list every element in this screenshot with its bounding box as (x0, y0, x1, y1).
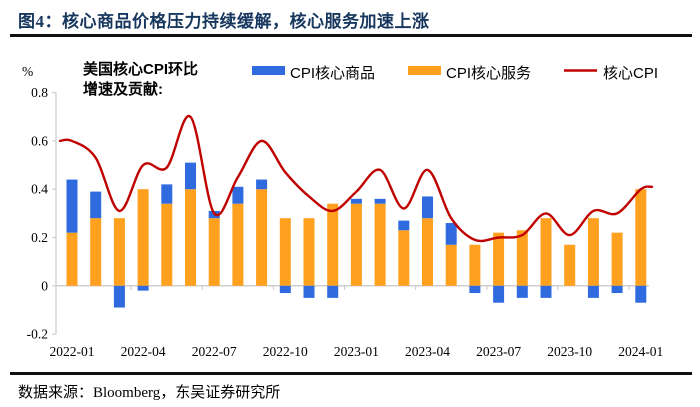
chart-note-line1: 美国核心CPI环比 (83, 60, 198, 78)
bar-core-goods (161, 184, 173, 204)
bar-core-services (113, 218, 125, 286)
bar-core-services (137, 189, 149, 286)
bar-core-services (350, 203, 362, 286)
bar-core-goods (587, 285, 599, 298)
x-tick-label: 2022-07 (192, 344, 237, 359)
legend-label-core-services: CPI核心服务 (446, 65, 531, 82)
legend-label-core-cpi: 核心CPI (603, 65, 658, 82)
bar-core-services (303, 218, 315, 286)
bar-core-goods (445, 223, 457, 245)
bar-core-goods (66, 179, 78, 233)
core-cpi-line (58, 115, 654, 243)
bar-core-goods (256, 179, 268, 190)
bar-core-services (279, 218, 291, 286)
x-tick-label: 2022-04 (121, 344, 166, 359)
bar-core-goods (516, 285, 528, 298)
legend-swatch-core-goods (252, 66, 285, 75)
bar-core-services (422, 218, 433, 286)
bar-core-goods (611, 285, 623, 294)
bar-core-services (327, 203, 339, 286)
y-tick-label: 0.6 (31, 133, 48, 148)
bar-core-goods (113, 285, 125, 308)
x-tick-label: 2023-01 (334, 344, 379, 359)
bar-core-goods (232, 186, 244, 204)
y-tick-label: 0 (41, 278, 48, 293)
bar-core-goods (303, 285, 315, 298)
bar-core-services (564, 244, 576, 286)
bottom-divider (10, 372, 692, 375)
bar-core-goods (540, 285, 552, 298)
bar-core-services (587, 218, 599, 286)
bar-core-services (445, 244, 457, 286)
x-tick-label: 2022-10 (263, 344, 308, 359)
x-tick-label: 2024-01 (618, 344, 663, 359)
legend: CPI核心商品 CPI核心服务 核心CPI (252, 65, 658, 82)
bar-core-goods (185, 162, 196, 190)
bar-core-services (516, 230, 528, 286)
y-axis-unit-label: % (22, 64, 33, 79)
x-tick-label: 2023-10 (547, 344, 592, 359)
bar-core-goods (374, 198, 386, 204)
bar-core-services (540, 218, 552, 286)
legend-swatch-core-services (408, 66, 441, 75)
x-tick-label: 2022-01 (50, 344, 95, 359)
y-tick-label: -0.2 (27, 327, 48, 342)
bar-core-goods (635, 285, 647, 303)
bar-core-services (232, 203, 244, 286)
x-tick-label: 2023-04 (405, 344, 450, 359)
bar-core-services (469, 244, 481, 286)
bar-core-goods (469, 285, 481, 294)
bar-core-goods (422, 196, 433, 219)
data-source: 数据来源：Bloomberg，东吴证券研究所 (18, 385, 281, 401)
page-title: 图4：核心商品价格压力持续缓解，核心服务加速上涨 (18, 12, 430, 31)
legend-label-core-goods: CPI核心商品 (290, 65, 375, 82)
bar-core-goods (279, 285, 291, 294)
bar-core-goods (350, 198, 362, 204)
bar-core-goods (137, 285, 149, 291)
bar-core-services (208, 218, 220, 286)
bar-core-services (374, 203, 386, 286)
y-tick-label: 0.8 (31, 85, 48, 100)
bar-core-goods (90, 191, 102, 219)
bar-core-services (185, 189, 196, 286)
y-tick-label: 0.2 (31, 230, 48, 245)
bar-core-services (256, 189, 268, 286)
bar-core-goods (493, 285, 505, 303)
bar-core-services (611, 232, 623, 286)
bar-core-services (635, 189, 647, 286)
chart-note-line2: 增速及贡献: (83, 80, 163, 98)
title-divider (10, 34, 692, 37)
y-tick-label: 0.4 (31, 182, 48, 197)
x-tick-label: 2023-07 (476, 344, 521, 359)
bar-core-services (493, 232, 505, 286)
bar-core-services (161, 203, 173, 286)
bar-core-goods (327, 285, 339, 298)
bar-core-services (398, 230, 410, 286)
bar-core-services (90, 218, 102, 286)
bar-core-services (66, 232, 78, 286)
bar-core-goods (398, 220, 410, 231)
